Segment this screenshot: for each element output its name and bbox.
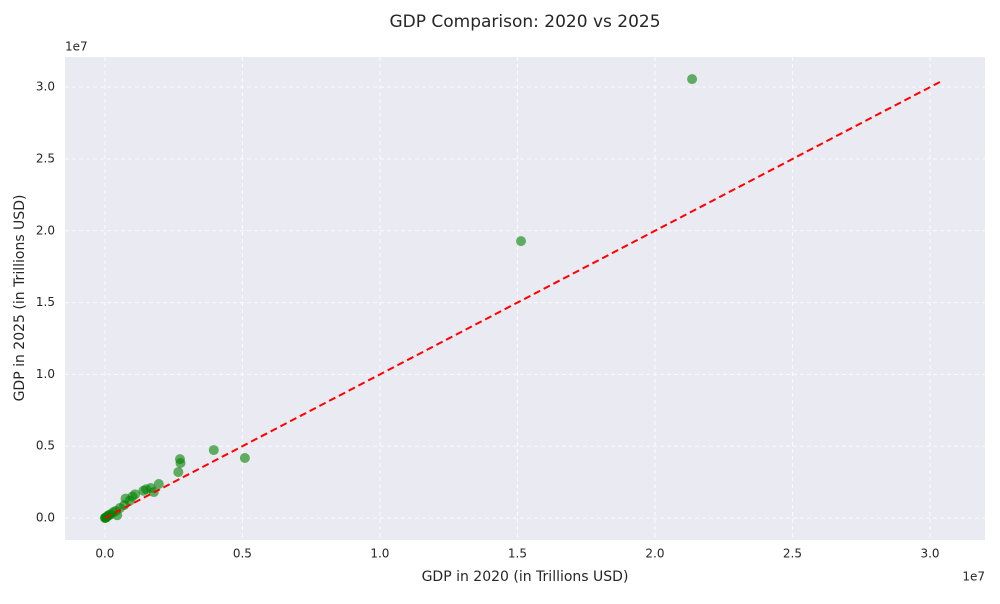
x-axis-label: GDP in 2020 (in Trillions USD)	[422, 569, 629, 585]
reference-line	[104, 79, 943, 519]
x-tick-label: 1.5	[508, 547, 527, 561]
x-offset-label: 1e7	[962, 570, 985, 584]
x-tick-label: 1.0	[370, 547, 389, 561]
y-axis-label: GDP in 2025 (in Trillions USD)	[12, 195, 28, 402]
scatter-point	[516, 236, 527, 247]
scatter-point	[153, 478, 164, 489]
scatter-point	[173, 467, 184, 478]
y-tick-label: 0.0	[36, 511, 55, 525]
scatter-point	[239, 452, 250, 463]
x-tick-label: 0.0	[95, 547, 114, 561]
x-tick-label: 3.0	[920, 547, 939, 561]
y-tick-label: 2.5	[36, 151, 55, 165]
y-tick-label: 1.0	[36, 367, 55, 381]
scatter-point	[175, 458, 186, 469]
y-tick-label: 1.5	[36, 295, 55, 309]
x-tick-label: 2.5	[783, 547, 802, 561]
x-tick-label: 0.5	[233, 547, 252, 561]
y-offset-label: 1e7	[65, 40, 88, 54]
scatter-point	[138, 485, 149, 496]
y-tick-label: 0.5	[36, 439, 55, 453]
scatter-point	[687, 74, 698, 85]
y-tick-label: 3.0	[36, 80, 55, 94]
x-tick-label: 2.0	[645, 547, 664, 561]
chart-title: GDP Comparison: 2020 vs 2025	[389, 12, 660, 32]
y-tick-label: 2.0	[36, 223, 55, 237]
scatter-point	[208, 445, 219, 456]
